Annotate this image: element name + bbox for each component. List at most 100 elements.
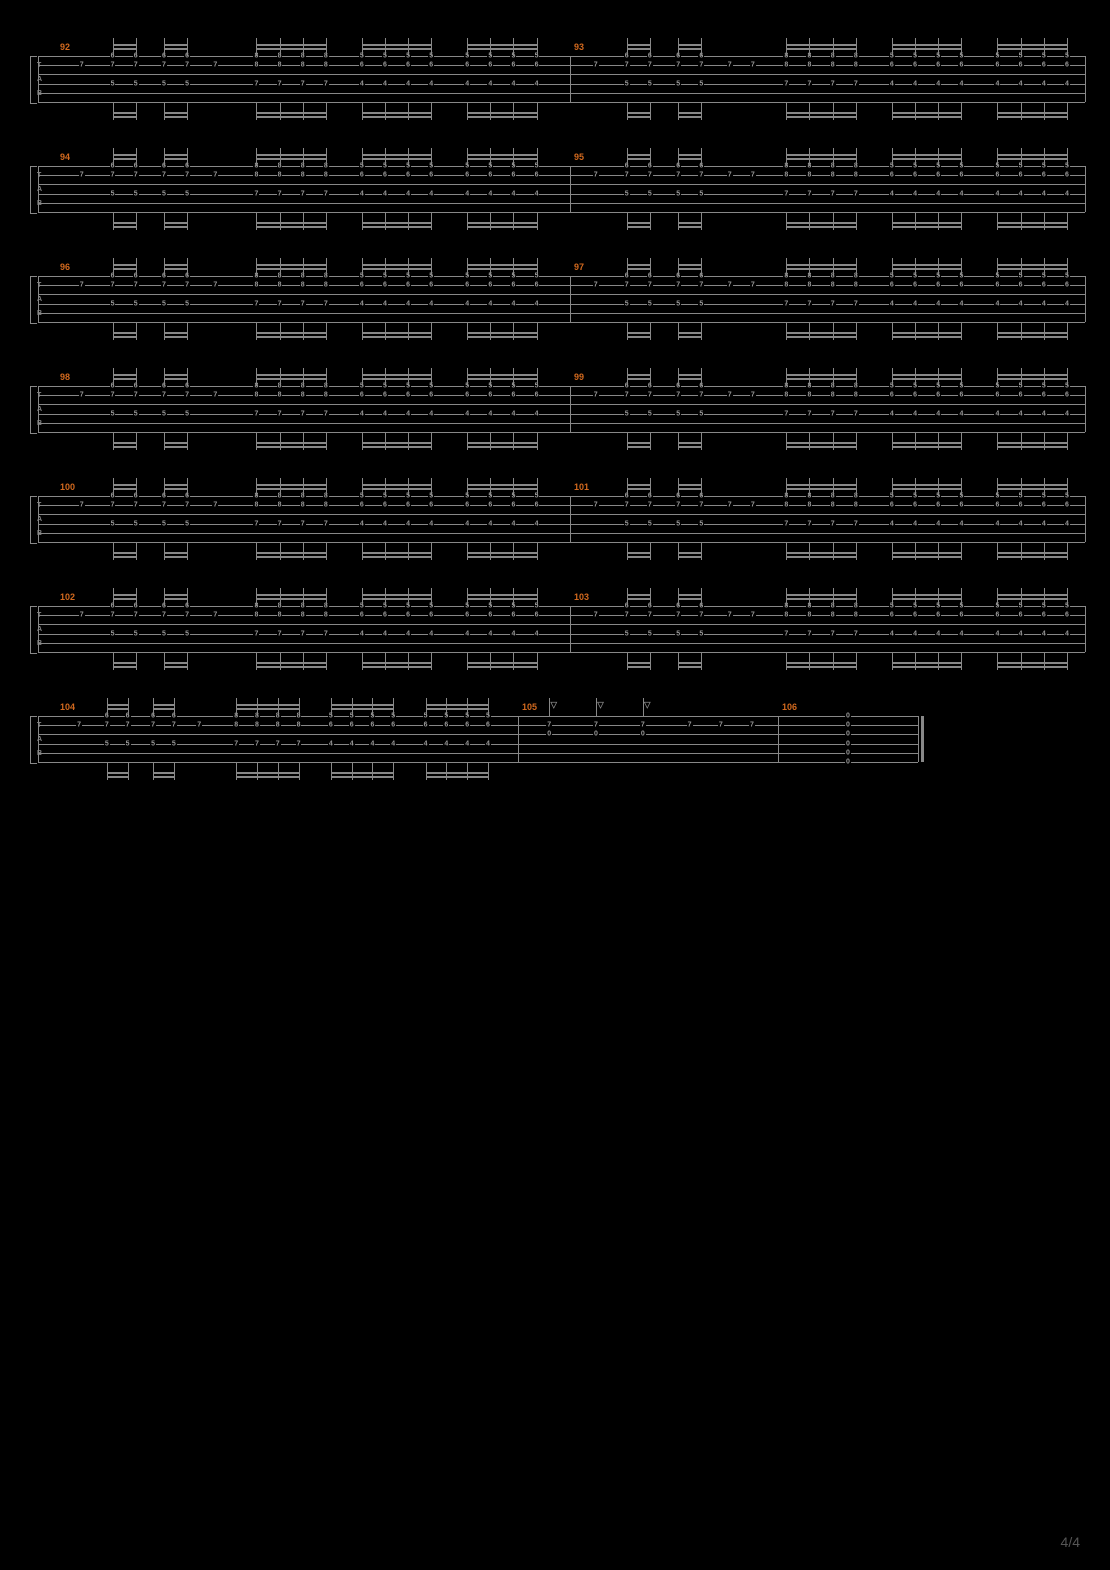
note-stem: [809, 368, 810, 386]
fret-number: 7: [718, 722, 724, 729]
fret-number: 8: [807, 502, 813, 509]
note-stem: [303, 588, 304, 606]
beam: [892, 598, 916, 600]
beam: [627, 44, 651, 46]
fret-number: 7: [254, 300, 260, 307]
beam: [113, 264, 137, 266]
note-stem: [537, 148, 538, 166]
beam: [997, 154, 1021, 156]
beam: [280, 666, 304, 668]
fret-number: 8: [300, 62, 306, 69]
staff-line: [38, 203, 1085, 204]
note-stem: [278, 698, 279, 716]
fret-number: 4: [1041, 80, 1047, 87]
beam: [833, 484, 857, 486]
beam: [303, 158, 327, 160]
note-stem: [362, 148, 363, 166]
fret-number: 4: [464, 630, 470, 637]
beam: [786, 556, 810, 558]
beam: [1021, 484, 1045, 486]
barline: [38, 716, 39, 762]
note-stem: [650, 588, 651, 606]
beam: [362, 374, 386, 376]
beam: [408, 442, 432, 444]
system-bracket: [30, 496, 37, 544]
fret-number: 7: [783, 520, 789, 527]
beam: [997, 264, 1021, 266]
beam: [113, 158, 137, 160]
barline: [570, 606, 571, 652]
beam: [467, 336, 491, 338]
fret-number: 4: [428, 630, 434, 637]
note-stem: [280, 478, 281, 496]
staff-line: [38, 212, 1085, 213]
fret-number: 6: [464, 172, 470, 179]
beam: [303, 226, 327, 228]
fret-number: 4: [912, 410, 918, 417]
fret-number: 5: [675, 300, 681, 307]
fret-number: 6: [1041, 172, 1047, 179]
fret-number: 8: [783, 612, 789, 619]
beam: [278, 704, 300, 706]
fret-number: 6: [889, 62, 895, 69]
barline: [38, 386, 39, 432]
beam: [915, 332, 939, 334]
fret-number: 4: [359, 630, 365, 637]
beam: [678, 154, 702, 156]
beam: [426, 704, 448, 706]
fret-number: 8: [275, 722, 281, 729]
fret-number: 7: [125, 722, 131, 729]
note-stem: [467, 148, 468, 166]
beam: [467, 704, 489, 706]
note-stem: [352, 698, 353, 716]
note-stem: [1021, 38, 1022, 56]
fret-number: 8: [807, 282, 813, 289]
beam: [467, 268, 491, 270]
beam: [833, 116, 857, 118]
beam: [938, 488, 962, 490]
beam: [833, 264, 857, 266]
fret-number: 7: [110, 612, 116, 619]
fret-number: 8: [783, 392, 789, 399]
beam: [408, 154, 432, 156]
beam: [164, 154, 188, 156]
fret-number: 4: [912, 630, 918, 637]
fret-number: 6: [405, 62, 411, 69]
note-stem: [467, 698, 468, 716]
beam: [113, 598, 137, 600]
beam: [280, 484, 304, 486]
beam: [892, 594, 916, 596]
beam: [809, 594, 833, 596]
beam: [892, 442, 916, 444]
beam: [362, 442, 386, 444]
barline: [570, 56, 571, 102]
fret-number: 4: [1064, 190, 1070, 197]
note-stem: [408, 368, 409, 386]
tab-system: TAB9876767676778888888856565656565656565…: [30, 370, 1085, 450]
beam: [627, 158, 651, 160]
note-stem: [431, 588, 432, 606]
beam: [786, 374, 810, 376]
barline: [570, 276, 571, 322]
note-stem: [187, 148, 188, 166]
system-bracket: [30, 166, 37, 214]
beam: [490, 44, 514, 46]
beam: [678, 666, 702, 668]
beam: [915, 336, 939, 338]
beam: [513, 112, 537, 114]
fret-number: 6: [359, 62, 365, 69]
note-stem: [627, 38, 628, 56]
beam: [280, 446, 304, 448]
fret-number: 7: [323, 300, 329, 307]
staff-line: [38, 386, 1085, 387]
note-stem: [164, 38, 165, 56]
beam: [627, 594, 651, 596]
beam: [164, 666, 188, 668]
beam: [164, 484, 188, 486]
note-stem: [938, 258, 939, 276]
fret-number: 8: [277, 502, 283, 509]
note-stem: [446, 698, 447, 716]
staff-line: [38, 423, 1085, 424]
measure-number: 93: [574, 42, 584, 52]
note-stem: [833, 148, 834, 166]
